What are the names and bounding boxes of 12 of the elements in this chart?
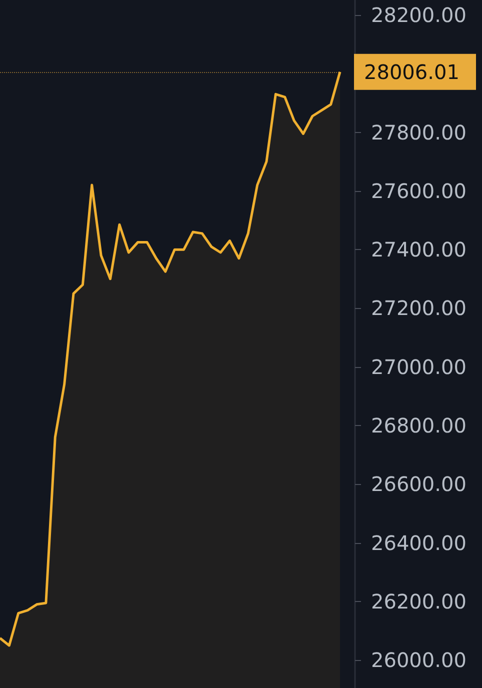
y-tick-label: 26000.00 <box>371 648 466 672</box>
y-tick-label: 26200.00 <box>371 589 466 614</box>
y-tick-label: 27800.00 <box>371 120 466 144</box>
y-tick-label: 26800.00 <box>371 414 466 438</box>
ref-line-label: 28006.01 <box>364 60 460 84</box>
y-tick-label: 27400.00 <box>371 238 466 262</box>
y-tick-label: 28200.00 <box>371 2 466 27</box>
y-tick-label: 27200.00 <box>371 296 466 320</box>
y-tick-label: 26400.00 <box>371 530 466 555</box>
y-tick-label: 27000.00 <box>371 354 466 379</box>
y-tick-label: 27600.00 <box>371 178 466 203</box>
y-tick-label: 26600.00 <box>371 472 466 496</box>
